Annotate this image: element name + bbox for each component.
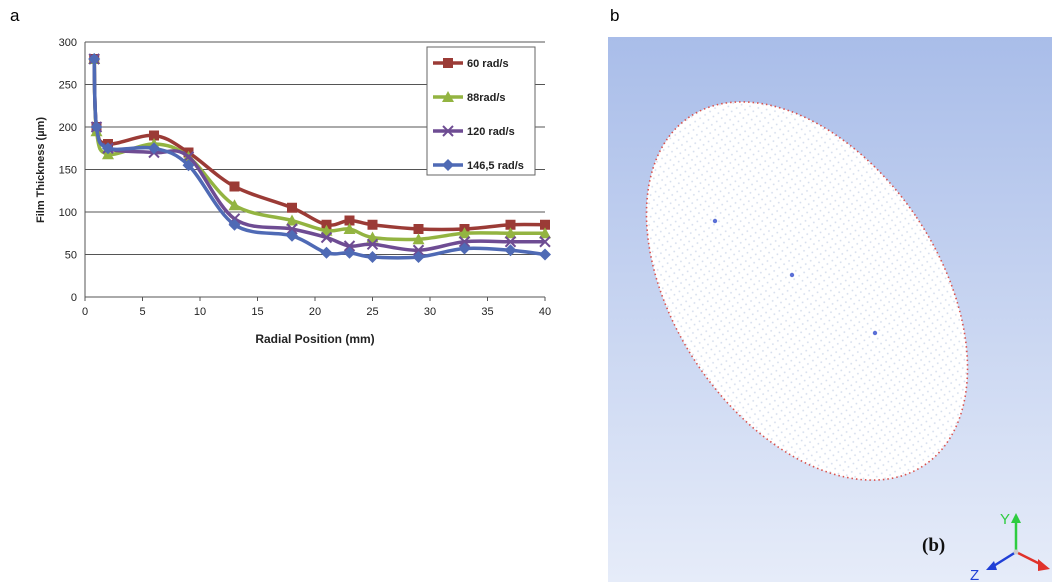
data-point xyxy=(320,231,333,244)
data-point xyxy=(458,236,471,248)
data-point xyxy=(286,223,298,235)
x-tick-label: 25 xyxy=(366,306,378,318)
y-tick-label: 200 xyxy=(59,122,77,134)
data-point xyxy=(343,240,356,252)
data-point xyxy=(367,219,378,230)
data-point xyxy=(228,218,241,231)
data-point xyxy=(182,159,195,172)
coordinate-triad: Y Z xyxy=(970,511,1050,582)
x-tick-label: 40 xyxy=(539,306,551,318)
axis-y-label: Y xyxy=(1000,511,1010,528)
y-axis-title: Film Thickness (µm) xyxy=(35,117,47,223)
y-tick-label: 300 xyxy=(59,37,77,49)
y-tick-label: 250 xyxy=(59,80,77,92)
data-point xyxy=(539,227,551,239)
legend-swatch-marker xyxy=(442,159,454,171)
data-point xyxy=(286,229,298,242)
data-point xyxy=(229,181,240,192)
legend-swatch-marker xyxy=(442,91,454,102)
x-tick-label: 20 xyxy=(309,306,321,318)
y-tick-label: 100 xyxy=(59,207,77,219)
y-tick-label: 0 xyxy=(71,292,77,304)
data-point xyxy=(90,121,103,133)
chart-legend: 60 rad/s 88rad/s 120 rad/s 146,5 rad/s xyxy=(426,46,536,176)
x-tick-label: 10 xyxy=(194,306,206,318)
data-point xyxy=(320,224,333,236)
data-point xyxy=(366,238,379,251)
data-point xyxy=(366,231,379,243)
data-point xyxy=(286,214,298,226)
panel-b-label: b xyxy=(610,6,620,25)
legend-swatch-marker xyxy=(442,125,454,137)
axis-z-label: Z xyxy=(970,567,979,582)
data-point xyxy=(413,224,424,234)
data-point xyxy=(504,236,517,248)
simulation-view: Y Z xyxy=(608,37,1052,582)
film-thickness-chart: 0 50 100 150 200 250 300 0 5 10 15 20 25 30 35 40 60 ra… xyxy=(35,37,551,346)
data-point xyxy=(412,233,425,245)
rotating-disc xyxy=(645,101,969,481)
data-point xyxy=(320,246,333,259)
data-point xyxy=(102,142,114,155)
series-3 xyxy=(88,53,551,264)
simulation-caption: (b) xyxy=(922,535,946,556)
data-point xyxy=(505,219,516,230)
data-point xyxy=(540,219,550,230)
panel-a-label: a xyxy=(10,6,20,25)
data-point xyxy=(412,251,425,264)
data-point xyxy=(504,227,517,239)
disc-marker-3 xyxy=(872,330,878,336)
legend-label: 88rad/s xyxy=(467,92,506,104)
data-point xyxy=(228,199,241,211)
legend-swatch-marker xyxy=(443,58,453,68)
legend-box xyxy=(426,46,536,176)
data-point xyxy=(539,236,551,248)
x-tick-label: 15 xyxy=(251,306,263,318)
chart-axes: 0 50 100 150 200 250 300 0 5 10 15 20 25 30 35 40 xyxy=(59,37,551,318)
legend-label: 146,5 rad/s xyxy=(467,160,524,172)
x-axis-title: Radial Position (mm) xyxy=(255,332,374,346)
data-point xyxy=(287,202,297,213)
data-point xyxy=(344,215,355,226)
disc-marker-1 xyxy=(712,218,718,224)
data-point xyxy=(458,242,471,255)
data-point xyxy=(539,248,551,261)
x-tick-label: 0 xyxy=(82,306,88,318)
data-point xyxy=(504,244,517,257)
legend-label: 60 rad/s xyxy=(467,58,509,70)
x-tick-label: 5 xyxy=(139,306,145,318)
disc-marker-2 xyxy=(789,272,795,278)
x-tick-label: 35 xyxy=(481,306,493,318)
data-point xyxy=(148,142,160,155)
y-tick-label: 50 xyxy=(65,250,77,262)
data-point xyxy=(412,244,425,256)
data-point xyxy=(343,246,356,259)
legend-label: 120 rad/s xyxy=(467,126,515,138)
data-point xyxy=(88,53,101,65)
data-point xyxy=(149,130,159,141)
x-tick-label: 30 xyxy=(424,306,436,318)
data-point xyxy=(343,223,356,234)
chart-series xyxy=(88,53,551,264)
y-tick-label: 150 xyxy=(59,165,77,177)
data-point xyxy=(458,227,471,239)
data-point xyxy=(366,251,379,264)
